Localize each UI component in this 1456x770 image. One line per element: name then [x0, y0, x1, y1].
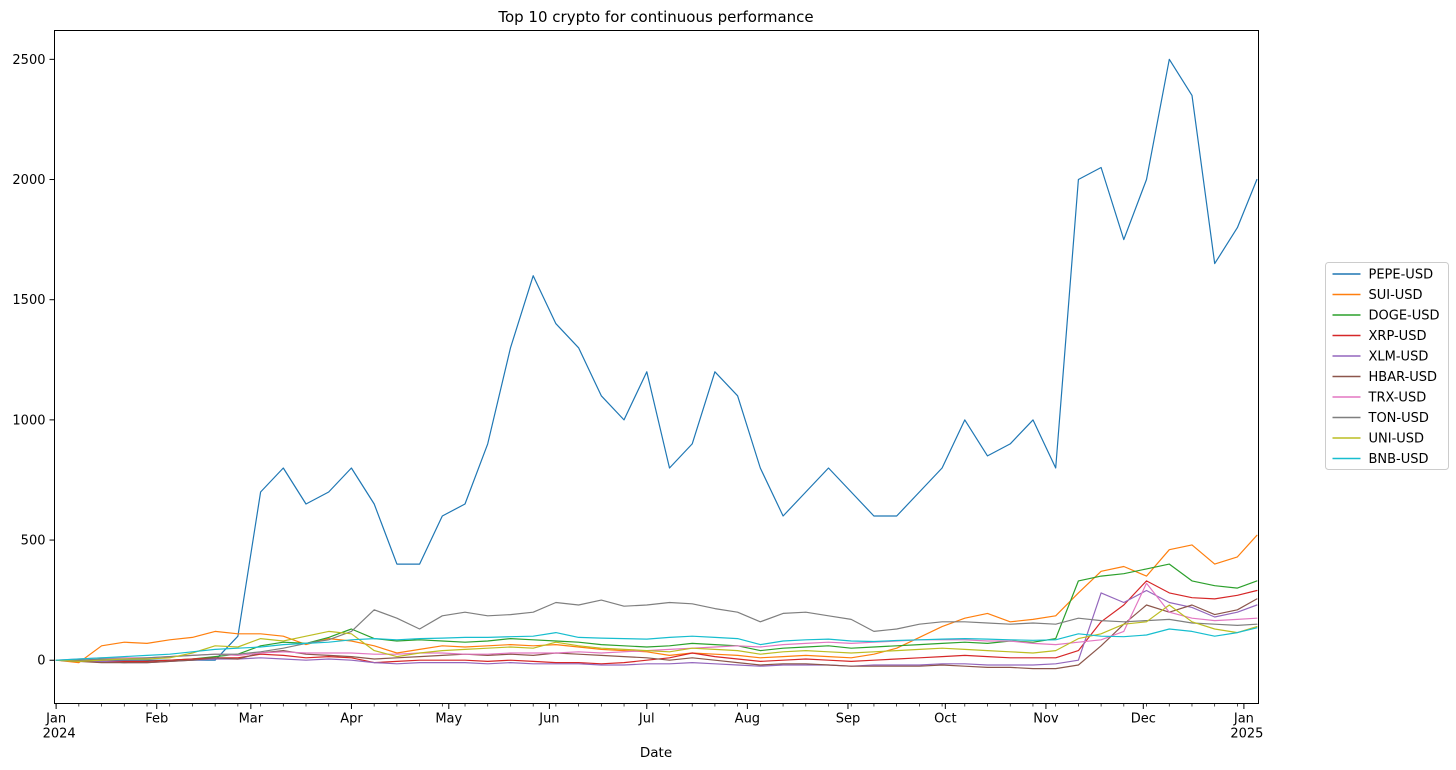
- legend-entry-hbar-usd: HBAR-USD: [1332, 370, 1438, 385]
- legend-entry-xrp-usd: XRP-USD: [1332, 329, 1427, 344]
- legend-entry-label: XRP-USD: [1369, 329, 1427, 344]
- x-tick-label: Oct: [934, 712, 956, 727]
- line-xlm-usd: [55, 589, 1258, 667]
- y-tick-label: 2500: [12, 53, 45, 68]
- legend-entry-label: DOGE-USD: [1369, 309, 1440, 324]
- y-tick-label: 500: [21, 534, 46, 549]
- x-tick-label: Jul: [638, 712, 655, 727]
- legend-entry-label: HBAR-USD: [1369, 370, 1438, 385]
- legend-entry-label: BNB-USD: [1369, 452, 1429, 467]
- x-tick-label: May: [435, 712, 462, 727]
- line-uni-usd: [55, 604, 1258, 663]
- y-tick-label: 1500: [12, 293, 45, 308]
- legend-entry-uni-usd: UNI-USD: [1332, 432, 1425, 447]
- plot-border: [54, 30, 1259, 704]
- x-tick-label: Mar: [239, 712, 264, 727]
- x-tick-label: Feb: [145, 712, 168, 727]
- legend-entry-label: PEPE-USD: [1369, 268, 1434, 283]
- y-axis-ticks: 0 500 1000 1500 2000 2500: [12, 53, 55, 669]
- line-sui-usd: [55, 534, 1258, 664]
- x-axis-minor-ticks: [55, 703, 1238, 707]
- x-tick-label: Nov: [1033, 712, 1059, 727]
- legend-entry-label: SUI-USD: [1369, 288, 1423, 303]
- x-tick-year-label: 2024: [43, 727, 76, 742]
- series-lines: [55, 58, 1258, 670]
- legend-entry-bnb-usd: BNB-USD: [1332, 452, 1429, 467]
- x-tick-label: Jun: [538, 712, 559, 727]
- legend-entry-trx-usd: TRX-USD: [1332, 391, 1427, 406]
- y-tick-label: 0: [37, 654, 45, 669]
- legend-entry-label: UNI-USD: [1369, 432, 1425, 447]
- chart-title: Top 10 crypto for continuous performance: [497, 8, 813, 26]
- legend-entry-pepe-usd: PEPE-USD: [1332, 268, 1434, 283]
- x-axis-label: Date: [640, 745, 672, 761]
- line-pepe-usd: [55, 58, 1258, 661]
- line-ton-usd: [55, 599, 1258, 661]
- x-tick-year-label: 2025: [1230, 727, 1263, 742]
- x-tick-label: Aug: [735, 712, 760, 727]
- legend: PEPE-USD SUI-USD DOGE-USD XRP-USD XLM-USD HBA…: [1325, 262, 1449, 470]
- x-tick-label: Jan: [45, 712, 66, 727]
- legend-entry-label: TRX-USD: [1368, 391, 1427, 406]
- x-tick-label: Jan: [1233, 712, 1254, 727]
- legend-entry-doge-usd: DOGE-USD: [1332, 309, 1440, 324]
- x-tick-label: Sep: [836, 712, 861, 727]
- x-tick-label: Dec: [1131, 712, 1156, 727]
- legend-entry-ton-usd: TON-USD: [1332, 411, 1429, 426]
- x-tick-label: Apr: [340, 712, 363, 727]
- legend-entry-label: XLM-USD: [1369, 350, 1429, 365]
- legend-entry-label: TON-USD: [1368, 411, 1429, 426]
- line-bnb-usd: [55, 627, 1258, 661]
- legend-entry-sui-usd: SUI-USD: [1332, 288, 1423, 303]
- line-trx-usd: [55, 582, 1258, 661]
- legend-entry-xlm-usd: XLM-USD: [1332, 350, 1429, 365]
- y-tick-label: 2000: [12, 173, 45, 188]
- y-tick-label: 1000: [12, 413, 45, 428]
